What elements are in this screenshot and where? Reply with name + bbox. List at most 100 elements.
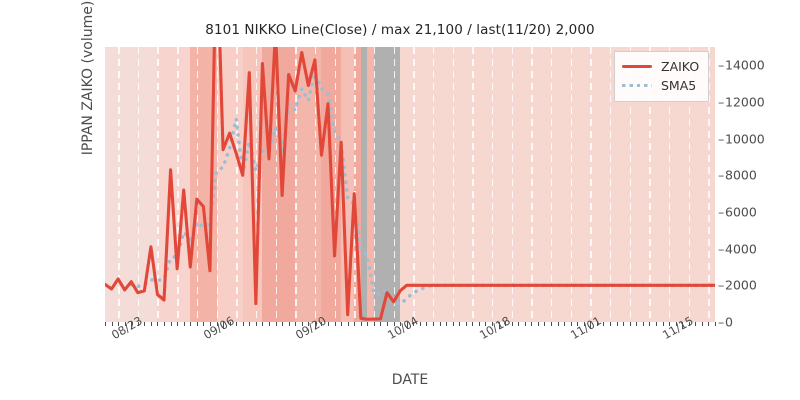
gridline: [118, 47, 120, 322]
gridline: [688, 47, 691, 322]
x-tick-minor: [354, 322, 356, 326]
x-tick-minor: [105, 322, 106, 326]
x-tick-minor: [373, 322, 375, 326]
background-band: [157, 47, 191, 322]
x-tick-minor: [282, 322, 284, 326]
gridline: [590, 47, 592, 322]
legend-line-sample: [622, 65, 652, 69]
x-tick-minor: [459, 322, 461, 326]
x-tick-minor: [203, 322, 205, 326]
gridline: [216, 47, 218, 322]
x-tick-minor: [531, 322, 533, 326]
gridline: [334, 47, 336, 322]
x-tick-minor: [118, 322, 120, 326]
x-tick-minor: [544, 322, 546, 326]
x-tick-minor: [419, 322, 421, 326]
background-band: [367, 47, 374, 322]
x-tick-minor: [701, 322, 703, 326]
x-tick-minor: [669, 322, 671, 326]
gridline: [314, 47, 317, 322]
x-tick-minor: [249, 322, 251, 326]
x-tick-minor: [170, 322, 172, 326]
background-band: [354, 47, 361, 322]
x-tick-minor: [439, 322, 441, 326]
x-tick-minor: [478, 322, 480, 326]
x-tick-minor: [655, 322, 657, 326]
vertical-gridlines: [105, 47, 715, 322]
x-tick-minor: [334, 322, 336, 326]
x-tick-minor: [177, 322, 179, 326]
x-tick-minor: [491, 322, 493, 326]
y-axis-tick-label: –10000: [718, 131, 765, 147]
x-tick-minor: [715, 322, 716, 326]
x-tick-major: [498, 322, 500, 329]
x-tick-minor: [268, 322, 270, 326]
x-tick-minor: [472, 322, 474, 326]
gridline: [354, 47, 356, 322]
x-tick-minor: [209, 322, 211, 326]
legend-item-sma5[interactable]: SMA5: [622, 76, 699, 95]
gridline: [157, 47, 159, 322]
gridline: [649, 47, 651, 322]
background-band: [373, 47, 401, 322]
gridline: [629, 47, 632, 322]
chart-title: 8101 NIKKO Line(Close) / max 21,100 / la…: [205, 22, 595, 38]
gridline: [373, 47, 376, 322]
x-tick-minor: [380, 322, 382, 326]
x-tick-major: [314, 322, 316, 329]
x-tick-minor: [255, 322, 257, 326]
x-tick-minor: [518, 322, 520, 326]
x-tick-minor: [347, 322, 349, 326]
x-tick-minor: [124, 322, 126, 326]
gridline: [570, 47, 573, 322]
y-axis-tick-label: –0: [718, 314, 733, 330]
x-tick-minor: [275, 322, 277, 326]
gridline: [452, 47, 455, 322]
x-tick-minor: [157, 322, 159, 326]
x-tick-minor: [537, 322, 539, 326]
x-tick-minor: [393, 322, 395, 326]
y-axis-tick-label: –6000: [718, 204, 757, 220]
x-tick-minor: [196, 322, 198, 326]
x-tick-minor: [216, 322, 218, 326]
plot-area: [105, 47, 715, 322]
x-tick-minor: [524, 322, 526, 326]
chart-legend[interactable]: ZAIKO SMA5: [614, 51, 710, 102]
gridline: [551, 47, 553, 322]
gridline: [255, 47, 258, 322]
x-tick-minor: [242, 322, 244, 326]
x-tick-minor: [328, 322, 329, 326]
x-tick-minor: [695, 322, 697, 326]
x-tick-minor: [557, 322, 559, 326]
gridline: [236, 47, 238, 322]
gridline: [413, 47, 415, 322]
y-axis-tick-label: –4000: [718, 241, 757, 257]
x-tick-minor: [485, 322, 487, 326]
x-tick-minor: [301, 322, 303, 326]
legend-line-sample: [622, 84, 652, 88]
y-axis-tick-label: –12000: [718, 94, 765, 110]
x-tick-minor: [413, 322, 415, 326]
gridline: [511, 47, 514, 322]
x-tick-minor: [144, 322, 146, 326]
x-tick-minor: [150, 322, 152, 326]
legend-label: SMA5: [661, 78, 697, 93]
legend-item-zaiko[interactable]: ZAIKO: [622, 57, 699, 76]
series-line-zaiko: [105, 47, 715, 321]
x-tick-minor: [642, 322, 644, 326]
x-tick-minor: [616, 322, 618, 326]
x-tick-minor: [662, 322, 664, 326]
x-tick-major: [223, 322, 225, 329]
x-tick-major: [406, 322, 408, 329]
x-tick-minor: [360, 322, 362, 326]
x-tick-minor: [111, 322, 113, 326]
gridline: [531, 47, 533, 322]
gridline: [491, 47, 494, 322]
x-tick-minor: [446, 322, 448, 326]
x-tick-minor: [610, 322, 612, 326]
x-tick-minor: [570, 322, 572, 326]
x-tick-minor: [341, 322, 343, 326]
x-tick-minor: [511, 322, 513, 326]
x-tick-minor: [505, 322, 507, 326]
x-tick-minor: [465, 322, 467, 326]
